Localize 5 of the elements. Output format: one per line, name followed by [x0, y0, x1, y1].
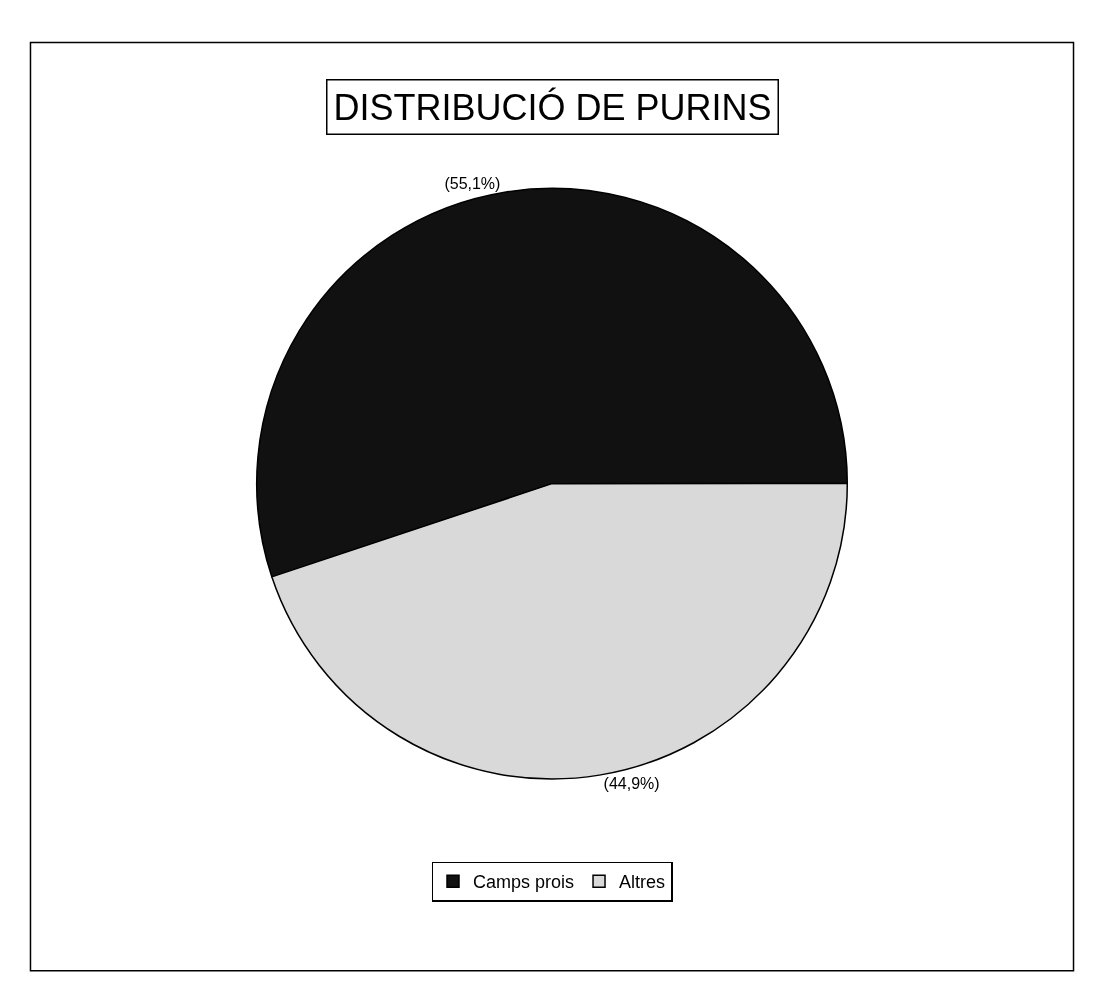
data-label: (55,1%)	[444, 175, 501, 193]
legend-label: Altres	[619, 872, 666, 893]
legend-label: Camps prois	[473, 872, 575, 893]
chart-title: DISTRIBUCIÓ DE PURINS	[333, 86, 772, 128]
data-label: (44,9%)	[603, 774, 660, 792]
